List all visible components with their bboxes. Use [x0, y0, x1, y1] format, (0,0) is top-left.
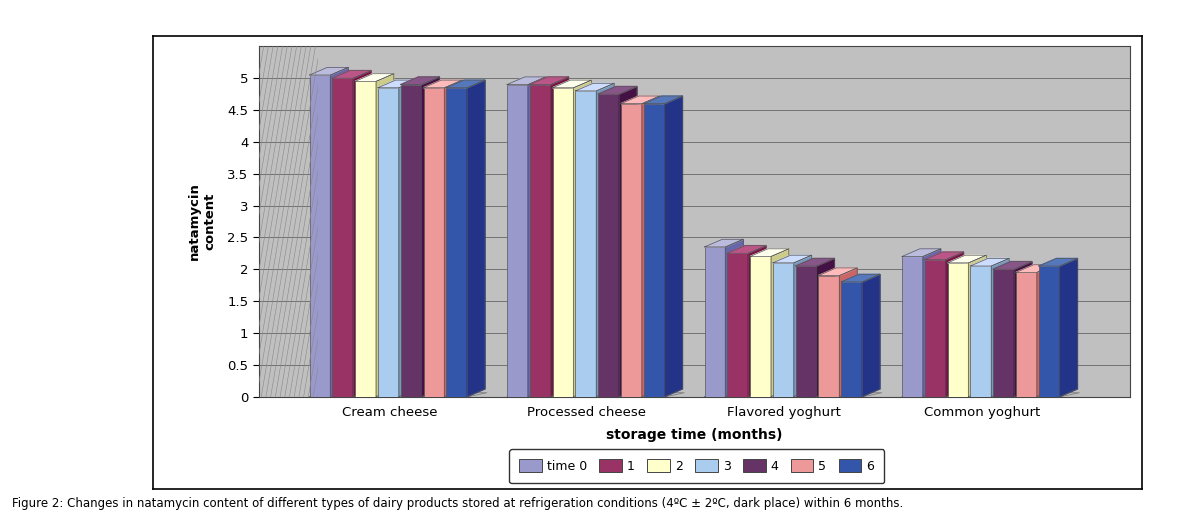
Bar [553, 88, 573, 397]
Polygon shape [969, 255, 986, 397]
Polygon shape [507, 393, 684, 397]
Polygon shape [331, 67, 348, 397]
Bar [378, 88, 399, 397]
Polygon shape [902, 393, 1079, 397]
Polygon shape [925, 252, 964, 260]
Bar [644, 104, 665, 397]
Bar [705, 397, 882, 408]
Polygon shape [551, 77, 568, 397]
Polygon shape [1015, 262, 1032, 397]
Polygon shape [553, 80, 591, 88]
Polygon shape [641, 96, 659, 397]
X-axis label: storage time (months): storage time (months) [606, 427, 783, 441]
Bar [332, 78, 353, 397]
Polygon shape [1016, 265, 1055, 272]
Polygon shape [598, 87, 637, 94]
Polygon shape [377, 74, 394, 397]
Bar [310, 397, 487, 408]
Polygon shape [332, 71, 371, 78]
Polygon shape [947, 255, 986, 263]
Bar [902, 397, 1079, 408]
Polygon shape [310, 393, 487, 397]
Text: Figure 2: Changes in natamycin content of different types of dairy products stor: Figure 2: Changes in natamycin content o… [12, 497, 903, 510]
Bar [902, 256, 923, 397]
Bar [446, 88, 467, 397]
Polygon shape [863, 274, 880, 397]
Polygon shape [818, 268, 857, 276]
Bar [310, 75, 331, 397]
Bar [424, 88, 445, 397]
Polygon shape [446, 80, 485, 88]
Polygon shape [773, 255, 812, 263]
Bar [727, 253, 749, 397]
Polygon shape [353, 71, 371, 397]
Bar [970, 266, 991, 397]
Legend: time 0, 1, 2, 3, 4, 5, 6: time 0, 1, 2, 3, 4, 5, 6 [510, 450, 884, 483]
Polygon shape [507, 77, 546, 84]
Polygon shape [923, 249, 940, 397]
Polygon shape [793, 255, 812, 397]
Bar [598, 94, 619, 397]
Bar [507, 397, 684, 408]
Polygon shape [421, 77, 439, 397]
Polygon shape [902, 249, 940, 256]
Polygon shape [621, 96, 659, 104]
Polygon shape [1039, 259, 1077, 266]
Polygon shape [355, 74, 394, 81]
Bar [400, 84, 421, 397]
Polygon shape [530, 77, 568, 84]
Polygon shape [705, 393, 882, 397]
Bar [705, 247, 725, 397]
Polygon shape [665, 96, 683, 397]
Bar [947, 263, 969, 397]
Polygon shape [644, 96, 683, 104]
Polygon shape [310, 67, 348, 75]
Polygon shape [1037, 265, 1055, 397]
Bar [993, 269, 1015, 397]
Polygon shape [445, 80, 463, 397]
Polygon shape [528, 77, 546, 397]
Polygon shape [597, 83, 614, 397]
Bar [842, 282, 863, 397]
Polygon shape [993, 262, 1032, 269]
Bar [818, 276, 839, 397]
Bar [355, 81, 377, 397]
Polygon shape [771, 249, 789, 397]
Polygon shape [1059, 259, 1077, 397]
Polygon shape [796, 259, 834, 266]
Polygon shape [842, 274, 880, 282]
Polygon shape [400, 77, 439, 84]
Bar [1039, 266, 1059, 397]
Y-axis label: natamycin
content: natamycin content [188, 182, 217, 261]
Polygon shape [399, 80, 417, 397]
Bar [507, 84, 528, 397]
Polygon shape [749, 246, 766, 397]
Polygon shape [725, 239, 743, 397]
Bar [621, 104, 641, 397]
Polygon shape [467, 80, 485, 397]
Bar [925, 260, 946, 397]
Polygon shape [991, 259, 1009, 397]
Bar [750, 256, 771, 397]
Polygon shape [970, 259, 1009, 266]
Polygon shape [705, 239, 743, 247]
Polygon shape [946, 252, 964, 397]
Polygon shape [839, 268, 857, 397]
Polygon shape [727, 246, 766, 253]
Bar [576, 91, 597, 397]
Polygon shape [378, 80, 417, 88]
Polygon shape [424, 80, 463, 88]
Polygon shape [619, 87, 637, 397]
Bar [796, 266, 817, 397]
Polygon shape [576, 83, 614, 91]
Polygon shape [750, 249, 789, 256]
Bar [773, 263, 793, 397]
Polygon shape [573, 80, 591, 397]
Polygon shape [817, 259, 834, 397]
Bar [530, 84, 551, 397]
Bar [1016, 272, 1037, 397]
